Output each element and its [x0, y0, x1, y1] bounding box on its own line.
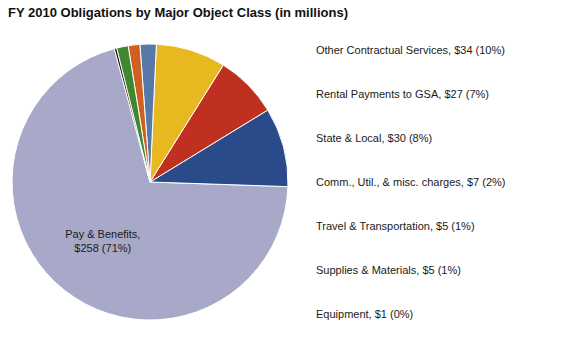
svg-text:Travel & Transportation, $5 (1: Travel & Transportation, $5 (1%) [316, 220, 475, 232]
svg-text:Rental Payments to GSA, $27 (7: Rental Payments to GSA, $27 (7%) [316, 88, 489, 100]
svg-text:Supplies & Materials, $5 (1%): Supplies & Materials, $5 (1%) [316, 264, 461, 276]
svg-text:Other Contractual Services, $3: Other Contractual Services, $34 (10%) [316, 44, 505, 56]
html-text:FY 2010 Obligations by Major O: FY 2010 Obligations by Major Object Clas… [8, 5, 348, 20]
svg-text:Pay & Benefits,$258 (71%): Pay & Benefits,$258 (71%) [65, 228, 140, 254]
svg-text:Equipment, $1 (0%): Equipment, $1 (0%) [316, 308, 413, 320]
svg-text:State & Local, $30 (8%): State & Local, $30 (8%) [316, 132, 432, 144]
svg-text:Comm., Util., & misc. charges,: Comm., Util., & misc. charges, $7 (2%) [316, 176, 506, 188]
